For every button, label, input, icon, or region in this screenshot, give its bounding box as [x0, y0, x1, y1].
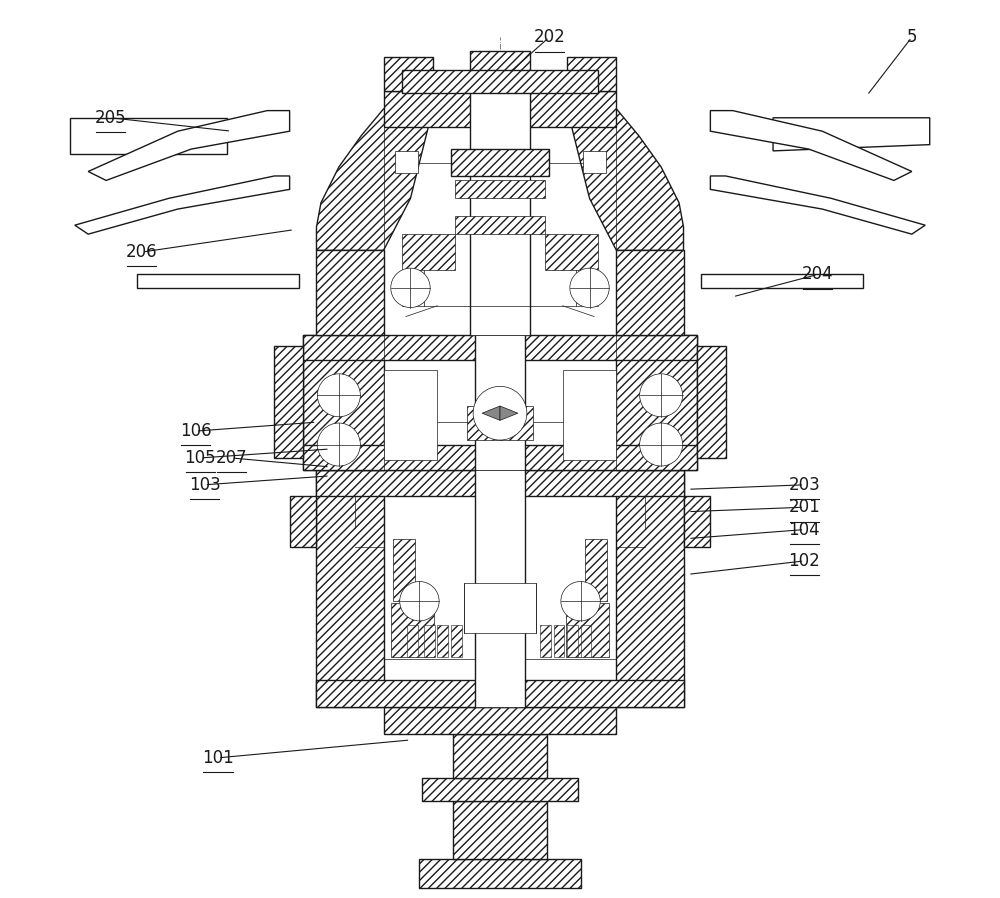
Polygon shape [773, 118, 930, 151]
Circle shape [400, 582, 439, 621]
Bar [467, 406, 533, 440]
Text: 206: 206 [126, 243, 158, 261]
Polygon shape [710, 110, 912, 180]
Polygon shape [482, 406, 500, 420]
Text: 104: 104 [789, 521, 820, 539]
Text: 205: 205 [95, 109, 126, 127]
Circle shape [640, 423, 683, 466]
Bar [684, 497, 710, 548]
Bar [567, 625, 578, 656]
Bar [384, 370, 437, 460]
Bar [616, 251, 684, 335]
Text: 5: 5 [907, 28, 917, 46]
Bar [616, 335, 697, 470]
Circle shape [561, 582, 600, 621]
Polygon shape [500, 406, 518, 420]
Text: 202: 202 [533, 28, 565, 46]
Polygon shape [88, 110, 290, 180]
Bar [316, 680, 684, 707]
Bar [407, 625, 418, 656]
Bar [554, 625, 564, 656]
Bar [316, 470, 384, 707]
Circle shape [317, 423, 360, 466]
Text: 105: 105 [184, 449, 216, 467]
Bar [585, 539, 607, 601]
Polygon shape [137, 275, 299, 288]
Circle shape [570, 269, 609, 307]
Bar [545, 234, 598, 270]
Text: 201: 201 [789, 498, 820, 516]
Bar [453, 801, 547, 859]
Text: 207: 207 [216, 449, 247, 467]
Circle shape [640, 374, 683, 417]
Bar [583, 151, 606, 173]
Polygon shape [70, 118, 227, 154]
Bar [475, 470, 525, 707]
Text: 106: 106 [180, 422, 211, 440]
Bar [384, 57, 433, 91]
Bar [391, 603, 434, 656]
Bar [470, 50, 530, 91]
Bar [402, 70, 598, 92]
Bar [316, 470, 684, 497]
Bar [451, 625, 462, 656]
Bar [316, 251, 384, 335]
Circle shape [391, 269, 430, 307]
Bar [455, 180, 545, 198]
Circle shape [473, 386, 527, 440]
Bar [475, 335, 525, 470]
Bar [393, 539, 415, 601]
Text: 203: 203 [789, 476, 820, 494]
Bar [453, 734, 547, 779]
Bar [567, 57, 616, 91]
Text: 103: 103 [189, 476, 220, 494]
Bar [697, 346, 726, 458]
Bar [274, 346, 303, 458]
Bar [384, 91, 616, 127]
Polygon shape [563, 109, 684, 251]
Polygon shape [710, 176, 925, 234]
Bar [566, 603, 609, 656]
Bar [402, 234, 455, 270]
Bar [616, 470, 684, 707]
Bar [437, 625, 448, 656]
Bar [395, 151, 418, 173]
Text: 204: 204 [802, 266, 834, 284]
Bar [451, 149, 549, 176]
Text: 102: 102 [789, 552, 820, 570]
Bar [455, 216, 545, 234]
Bar [464, 584, 536, 632]
Polygon shape [316, 109, 437, 251]
Circle shape [317, 374, 360, 417]
Bar [303, 335, 697, 360]
Bar [581, 625, 591, 656]
Bar [470, 80, 530, 335]
Bar [424, 625, 435, 656]
Bar [422, 779, 578, 801]
Text: 101: 101 [202, 749, 234, 767]
Bar [303, 335, 384, 470]
Polygon shape [701, 275, 863, 288]
Bar [563, 370, 616, 460]
Bar [540, 625, 551, 656]
Bar [384, 707, 616, 734]
Bar [290, 497, 316, 548]
Polygon shape [75, 176, 290, 234]
Bar [303, 445, 697, 470]
Bar [419, 859, 581, 887]
